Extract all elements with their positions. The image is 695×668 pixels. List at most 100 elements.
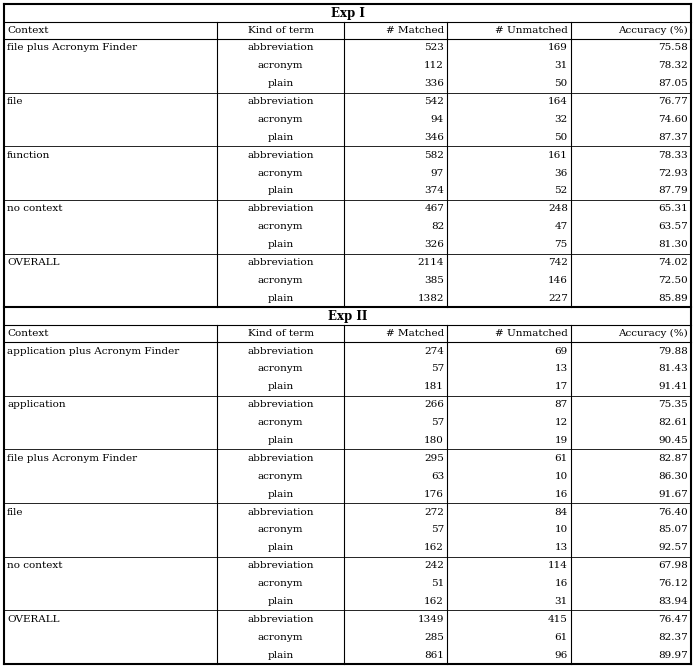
Text: 582: 582 — [424, 151, 444, 160]
Text: 1382: 1382 — [418, 294, 444, 303]
Text: acronym: acronym — [258, 365, 303, 373]
Text: 181: 181 — [424, 382, 444, 391]
Text: 336: 336 — [424, 79, 444, 88]
Text: 112: 112 — [424, 61, 444, 70]
Text: 76.12: 76.12 — [658, 579, 688, 588]
Text: 82.37: 82.37 — [658, 633, 688, 642]
Text: 16: 16 — [555, 579, 568, 588]
Text: 84: 84 — [555, 508, 568, 516]
Text: OVERALL: OVERALL — [7, 258, 60, 267]
Text: abbreviation: abbreviation — [247, 347, 313, 355]
Text: 162: 162 — [424, 597, 444, 606]
Text: # Unmatched: # Unmatched — [495, 329, 568, 338]
Text: 13: 13 — [555, 365, 568, 373]
Text: # Unmatched: # Unmatched — [495, 26, 568, 35]
Text: 31: 31 — [555, 61, 568, 70]
Text: 63.57: 63.57 — [658, 222, 688, 231]
Text: plain: plain — [268, 79, 294, 88]
Text: # Matched: # Matched — [386, 26, 444, 35]
Text: 89.97: 89.97 — [658, 651, 688, 659]
Text: 65.31: 65.31 — [658, 204, 688, 213]
Text: 82.61: 82.61 — [658, 418, 688, 427]
Text: no context: no context — [7, 561, 63, 570]
Text: 467: 467 — [424, 204, 444, 213]
Text: 523: 523 — [424, 43, 444, 53]
Text: 16: 16 — [555, 490, 568, 498]
Text: plain: plain — [268, 651, 294, 659]
Text: acronym: acronym — [258, 418, 303, 427]
Text: function: function — [7, 151, 50, 160]
Text: 32: 32 — [555, 115, 568, 124]
Text: acronym: acronym — [258, 61, 303, 70]
Text: 146: 146 — [548, 276, 568, 285]
Text: 13: 13 — [555, 543, 568, 552]
Text: 74.60: 74.60 — [658, 115, 688, 124]
Text: 69: 69 — [555, 347, 568, 355]
Text: abbreviation: abbreviation — [247, 204, 313, 213]
Text: 82: 82 — [431, 222, 444, 231]
Text: Kind of term: Kind of term — [247, 329, 313, 338]
Text: 169: 169 — [548, 43, 568, 53]
Text: 81.30: 81.30 — [658, 240, 688, 249]
Text: acronym: acronym — [258, 472, 303, 481]
Text: 94: 94 — [431, 115, 444, 124]
Text: 57: 57 — [431, 526, 444, 534]
Text: 266: 266 — [424, 400, 444, 409]
Text: abbreviation: abbreviation — [247, 258, 313, 267]
Text: 326: 326 — [424, 240, 444, 249]
Text: acronym: acronym — [258, 115, 303, 124]
Text: Exp I: Exp I — [331, 7, 364, 19]
Text: 50: 50 — [555, 133, 568, 142]
Text: 346: 346 — [424, 133, 444, 142]
Text: abbreviation: abbreviation — [247, 561, 313, 570]
Text: abbreviation: abbreviation — [247, 400, 313, 409]
Text: 57: 57 — [431, 418, 444, 427]
Text: acronym: acronym — [258, 276, 303, 285]
Text: acronym: acronym — [258, 222, 303, 231]
Text: 2114: 2114 — [418, 258, 444, 267]
Text: 1349: 1349 — [418, 615, 444, 624]
Text: Accuracy (%): Accuracy (%) — [619, 26, 688, 35]
Text: 274: 274 — [424, 347, 444, 355]
Text: 78.32: 78.32 — [658, 61, 688, 70]
Text: 10: 10 — [555, 526, 568, 534]
Text: 285: 285 — [424, 633, 444, 642]
Text: acronym: acronym — [258, 168, 303, 178]
Text: 542: 542 — [424, 97, 444, 106]
Text: 161: 161 — [548, 151, 568, 160]
Text: 76.40: 76.40 — [658, 508, 688, 516]
Text: plain: plain — [268, 133, 294, 142]
Text: acronym: acronym — [258, 633, 303, 642]
Text: 385: 385 — [424, 276, 444, 285]
Text: plain: plain — [268, 597, 294, 606]
Text: 742: 742 — [548, 258, 568, 267]
Text: 52: 52 — [555, 186, 568, 196]
Text: acronym: acronym — [258, 579, 303, 588]
Text: 162: 162 — [424, 543, 444, 552]
Text: abbreviation: abbreviation — [247, 615, 313, 624]
Text: 47: 47 — [555, 222, 568, 231]
Text: file plus Acronym Finder: file plus Acronym Finder — [7, 43, 137, 53]
Text: abbreviation: abbreviation — [247, 454, 313, 463]
Text: 272: 272 — [424, 508, 444, 516]
Text: 61: 61 — [555, 454, 568, 463]
Text: 96: 96 — [555, 651, 568, 659]
Text: plain: plain — [268, 294, 294, 303]
Text: 63: 63 — [431, 472, 444, 481]
Text: # Matched: # Matched — [386, 329, 444, 338]
Text: 86.30: 86.30 — [658, 472, 688, 481]
Text: OVERALL: OVERALL — [7, 615, 60, 624]
Text: 36: 36 — [555, 168, 568, 178]
Text: 61: 61 — [555, 633, 568, 642]
Text: 87.79: 87.79 — [658, 186, 688, 196]
Text: 72.50: 72.50 — [658, 276, 688, 285]
Text: file plus Acronym Finder: file plus Acronym Finder — [7, 454, 137, 463]
Text: 374: 374 — [424, 186, 444, 196]
Text: 85.89: 85.89 — [658, 294, 688, 303]
Text: 79.88: 79.88 — [658, 347, 688, 355]
Text: 76.77: 76.77 — [658, 97, 688, 106]
Text: 76.47: 76.47 — [658, 615, 688, 624]
Text: 295: 295 — [424, 454, 444, 463]
Text: abbreviation: abbreviation — [247, 97, 313, 106]
Text: 81.43: 81.43 — [658, 365, 688, 373]
